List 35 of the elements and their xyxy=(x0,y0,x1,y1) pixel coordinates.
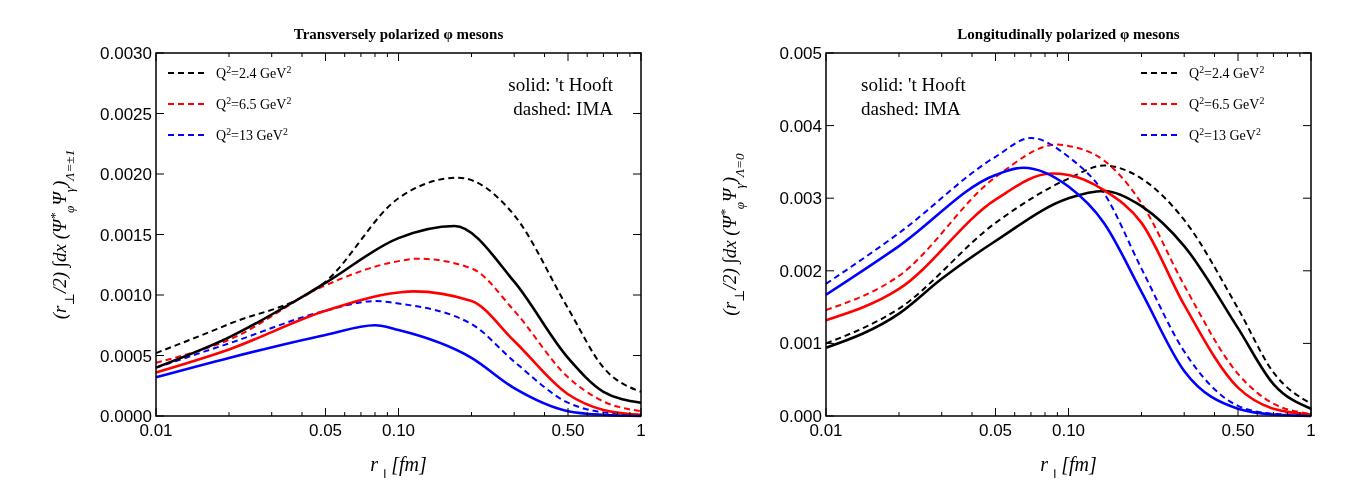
annotation: dashed: IMA xyxy=(513,98,614,119)
x-tick-label: 1 xyxy=(636,421,646,440)
legend-label: Q$^{2}$=13 GeV$^{2}$ xyxy=(216,125,288,143)
annotation: solid: 't Hooft xyxy=(508,74,614,95)
annotation: dashed: IMA xyxy=(861,98,962,119)
chart-title: Longitudinally polarized φ mesons xyxy=(957,26,1180,42)
x-axis-title: r$_{⊥}$[fm] xyxy=(370,453,427,482)
legend-label: Q$^{2}$=2.4 GeV$^{2}$ xyxy=(1189,63,1265,81)
y-tick-label: 0.0025 xyxy=(100,104,152,124)
annotation: solid: 't Hooft xyxy=(861,74,967,95)
legend-label: Q$^{2}$=6.5 GeV$^{2}$ xyxy=(1189,94,1265,112)
y-tick-label: 0.005 xyxy=(779,44,822,63)
x-tick-label: 0.50 xyxy=(1221,421,1255,440)
legend-label: Q$^{2}$=2.4 GeV$^{2}$ xyxy=(216,63,292,81)
y-tick-label: 0.002 xyxy=(779,261,822,281)
y-tick-label: 0.0010 xyxy=(100,286,152,305)
x-tick-label: 0.01 xyxy=(809,421,843,440)
x-tick-label: 0.05 xyxy=(978,421,1013,440)
x-tick-label: 0.10 xyxy=(381,421,416,440)
y-tick-label: 0.004 xyxy=(779,116,822,136)
y-tick-label: 0.0005 xyxy=(100,346,152,366)
y-tick-label: 0.0020 xyxy=(100,165,152,184)
y-tick-label: 0.001 xyxy=(779,334,822,354)
y-tick-label: 0.0030 xyxy=(100,44,152,63)
x-tick-label: 0.05 xyxy=(308,421,343,440)
x-tick-label: 0.50 xyxy=(551,421,585,440)
x-tick-label: 0.10 xyxy=(1051,421,1086,440)
chart-title: Transversely polarized φ mesons xyxy=(293,26,504,42)
x-tick-label: 0.01 xyxy=(139,421,173,440)
y-tick-label: 0.003 xyxy=(779,189,822,209)
x-tick-label: 1 xyxy=(1306,421,1316,440)
x-axis-title: r$_{⊥}$[fm] xyxy=(1040,453,1097,482)
legend-label: Q$^{2}$=13 GeV$^{2}$ xyxy=(1189,125,1261,143)
legend-label: Q$^{2}$=6.5 GeV$^{2}$ xyxy=(216,94,292,112)
y-tick-label: 0.0015 xyxy=(100,225,152,245)
